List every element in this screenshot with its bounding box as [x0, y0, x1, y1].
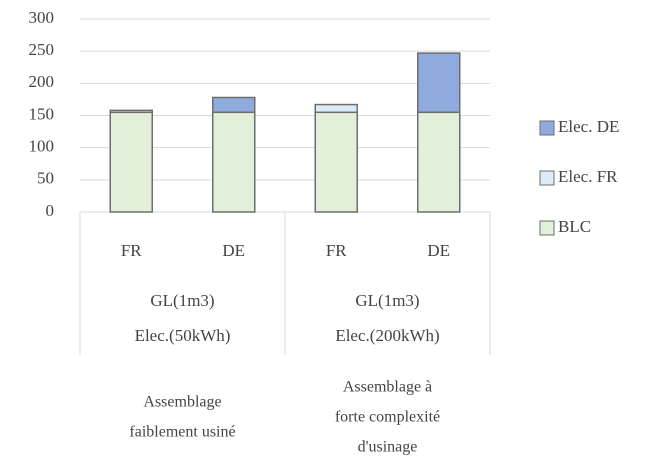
x-tick-label: FR [326, 241, 347, 260]
outer-group-label: Assemblage [143, 394, 221, 411]
bar-segment [212, 111, 256, 213]
group-label: GL(1m3) [150, 291, 214, 310]
y-tick-label: 250 [29, 40, 55, 59]
outer-group-label: forte complexité [335, 409, 440, 426]
y-tick-label: 100 [29, 137, 55, 156]
x-tick-label: DE [222, 241, 245, 260]
y-tick-label: 150 [29, 104, 55, 123]
x-tick-label: DE [427, 241, 450, 260]
legend-label: BLC [558, 217, 591, 236]
outer-group-label: d'usinage [358, 439, 418, 456]
group-label: GL(1m3) [355, 291, 419, 310]
y-tick-label: 50 [37, 169, 54, 188]
bar-segment [417, 111, 461, 213]
y-tick-label: 200 [29, 72, 55, 91]
x-tick-label: FR [121, 241, 142, 260]
legend-swatch [539, 170, 555, 186]
legend-label: Elec. FR [558, 167, 618, 186]
bar-segment [417, 52, 461, 114]
group-label: Elec.(200kWh) [335, 326, 439, 345]
bar-segment [109, 109, 153, 114]
group-label: Elec.(50kWh) [135, 326, 231, 345]
legend-swatch [539, 220, 555, 236]
outer-group-label: Assemblage à [343, 379, 432, 396]
y-tick-label: 0 [46, 201, 55, 220]
legend-swatch [539, 120, 555, 136]
outer-group-label: faiblement usiné [129, 424, 235, 441]
legend-label: Elec. DE [558, 117, 619, 136]
bar-segment [109, 111, 153, 213]
bar-segment [314, 103, 358, 114]
y-tick-label: 300 [29, 8, 55, 27]
bar-segment [212, 96, 256, 114]
bar-segment [314, 111, 358, 213]
